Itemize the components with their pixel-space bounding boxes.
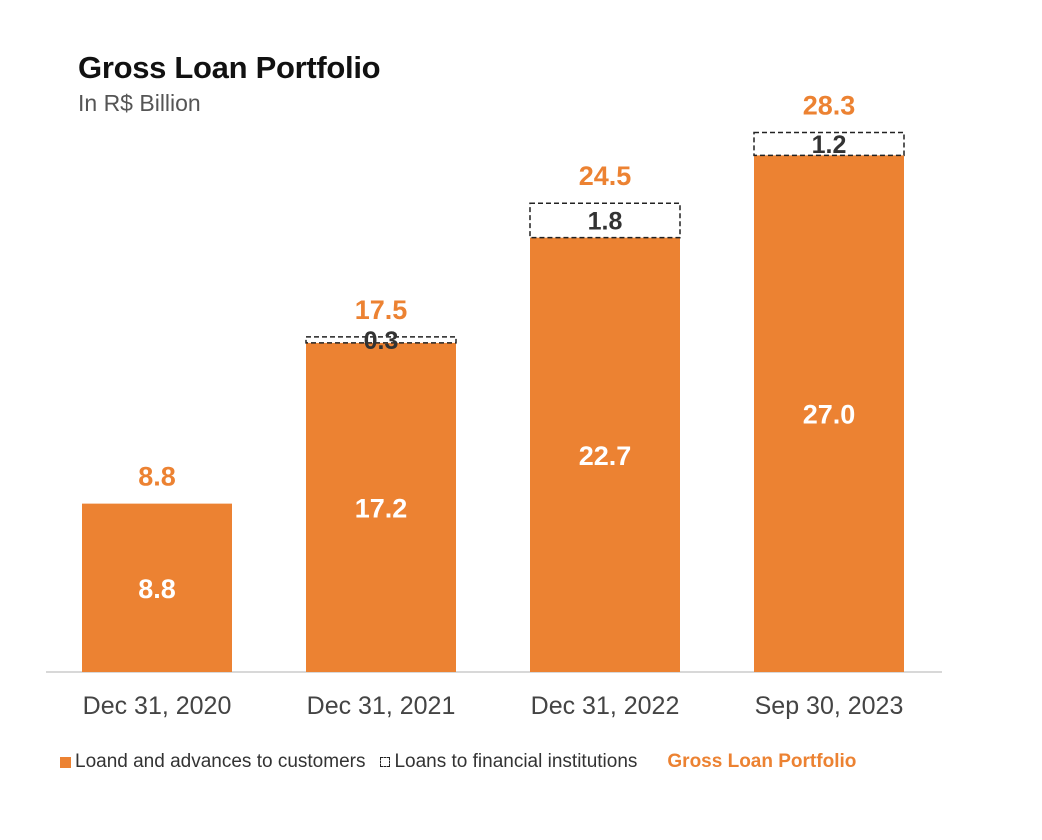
- total-label-2: 24.5: [579, 161, 632, 191]
- legend-swatch-financial-institutions: [380, 757, 391, 767]
- x-tick-label-3: Sep 30, 2023: [755, 692, 904, 720]
- data-label-financial-institutions-2: 1.8: [588, 207, 623, 235]
- data-label-financial-institutions-3: 1.2: [812, 131, 847, 159]
- total-label-1: 17.5: [355, 295, 408, 325]
- x-tick-label-1: Dec 31, 2021: [307, 692, 456, 720]
- total-label-0: 8.8: [138, 462, 176, 492]
- chart-title: Gross Loan Portfolio: [78, 50, 381, 85]
- bar-customers-3: [754, 155, 904, 672]
- legend-label-customers: Loand and advances to customers: [75, 751, 366, 772]
- legend-swatch-customers: [60, 756, 71, 768]
- data-label-customers-2: 22.7: [579, 441, 632, 471]
- data-label-financial-institutions-1: 0.3: [364, 327, 399, 355]
- bar-financial-institutions-2: [529, 202, 681, 239]
- data-label-customers-0: 8.8: [138, 574, 176, 604]
- bar-customers-1: [306, 342, 456, 672]
- bar-customers-0: [82, 503, 232, 672]
- x-tick-label-0: Dec 31, 2020: [83, 692, 232, 720]
- x-tick-label-2: Dec 31, 2022: [531, 692, 680, 720]
- bar-customers-2: [530, 237, 680, 672]
- chart-subtitle: In R$ Billion: [78, 90, 201, 116]
- legend: Loand and advances to customers Loans to…: [60, 750, 856, 774]
- data-label-customers-3: 27.0: [803, 400, 856, 430]
- legend-label-total: Gross Loan Portfolio: [667, 751, 857, 772]
- legend-label-financial-institutions: Loans to financial institutions: [394, 751, 638, 772]
- bar-financial-institutions-1: [305, 336, 457, 344]
- bar-financial-institutions-3: [753, 131, 905, 157]
- bar-chart: 8.8 8.8 Dec 31, 2020 17.2 0.317.5 Dec 31, 202…: [46, 90, 942, 720]
- data-label-customers-1: 17.2: [355, 493, 408, 523]
- total-label-3: 28.3: [803, 90, 856, 120]
